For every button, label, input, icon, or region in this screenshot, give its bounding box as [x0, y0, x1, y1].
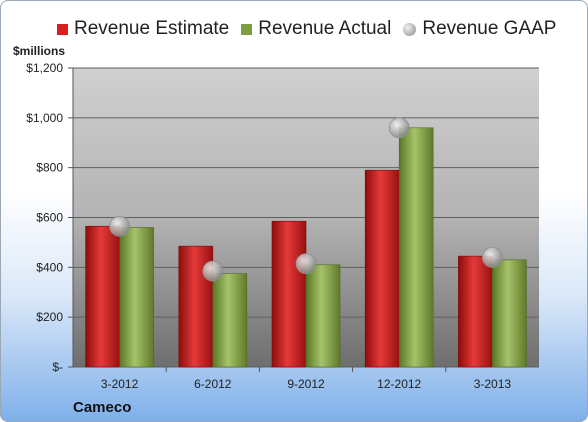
y-tick-label: $400 — [36, 260, 63, 274]
bar-revenue-estimate — [85, 225, 120, 368]
legend-item-estimate: Revenue Estimate — [57, 18, 229, 40]
bar-revenue-estimate — [364, 169, 400, 368]
gaap-bubble-icon — [403, 22, 417, 36]
x-tick-label: 9-2012 — [287, 377, 325, 391]
x-tick-label: 12-2012 — [377, 377, 421, 391]
bar-revenue-actual — [305, 264, 341, 368]
bar-revenue-actual — [212, 273, 248, 368]
y-tick-label: $800 — [36, 161, 63, 175]
legend: Revenue Estimate Revenue Actual Revenue … — [57, 18, 587, 40]
bar-revenue-estimate — [271, 220, 307, 368]
bar-revenue-estimate — [458, 255, 493, 368]
point-revenue-gaap — [481, 246, 503, 268]
y-tick-label: $- — [52, 360, 63, 374]
point-revenue-gaap — [295, 253, 317, 274]
actual-swatch-icon — [241, 23, 253, 35]
estimate-swatch-icon — [57, 23, 68, 35]
x-tick-label: 6-2012 — [194, 377, 232, 391]
bar-revenue-actual — [398, 127, 434, 368]
point-revenue-gaap — [388, 117, 410, 139]
company-label: Cameco — [73, 399, 132, 416]
legend-actual-label: Revenue Actual — [258, 18, 392, 39]
y-tick-label: $1,200 — [26, 61, 63, 75]
y-tick-label: $1,000 — [26, 111, 63, 125]
point-revenue-gaap — [109, 215, 130, 237]
legend-estimate-label: Revenue Estimate — [74, 18, 230, 39]
legend-item-gaap: Revenue GAAP — [403, 18, 556, 40]
y-axis-unit-label: $millions — [13, 44, 66, 58]
legend-item-actual: Revenue Actual — [241, 18, 391, 40]
y-tick-label: $200 — [36, 310, 63, 324]
bar-revenue-actual — [119, 227, 154, 368]
x-tick-label: 3-2013 — [474, 377, 512, 391]
bar-revenue-actual — [492, 259, 527, 368]
y-tick-label: $600 — [36, 211, 63, 225]
point-revenue-gaap — [202, 260, 224, 282]
legend-gaap-label: Revenue GAAP — [422, 18, 557, 39]
x-tick-label: 3-2012 — [101, 377, 139, 391]
